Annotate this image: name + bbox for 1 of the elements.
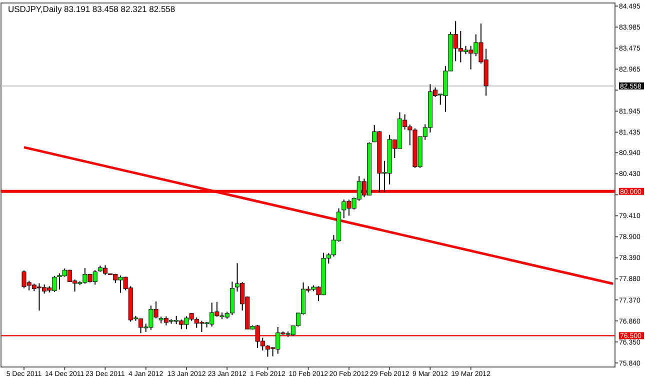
chart-title: USDJPY,Daily 83.191 83.458 82.321 82.558	[8, 4, 176, 14]
